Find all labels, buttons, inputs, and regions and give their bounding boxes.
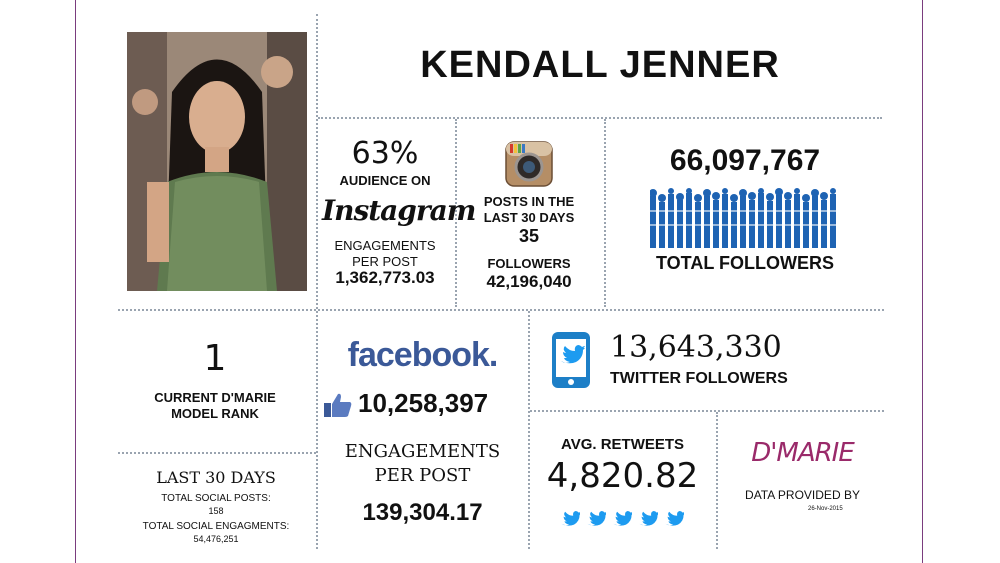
audience-percent: 63% — [351, 136, 419, 171]
model-rank-value: 1 — [203, 338, 227, 379]
divider — [604, 119, 606, 307]
model-rank-label: CURRENT D'MARIE MODEL RANK — [154, 390, 276, 421]
last30-heading: LAST 30 DAYS — [156, 468, 276, 487]
profile-photo — [127, 32, 307, 291]
divider — [455, 119, 457, 307]
last30-posts-value: 158 — [208, 506, 224, 516]
twitter-followers-label: TWITTER FOLLOWERS — [610, 370, 788, 387]
twitter-bird-icon — [665, 511, 684, 526]
data-date: 26-Nov-2015 — [808, 506, 843, 512]
instagram-logo: Instagram — [322, 194, 476, 227]
facebook-engagements-label: ENGAGEMENTS PER POST — [344, 441, 501, 486]
dmarie-logo: D'MARIE — [751, 438, 855, 468]
twitter-bird-icon — [561, 511, 580, 526]
audience-label: AUDIENCE ON — [339, 173, 431, 188]
twitter-bird-icon — [613, 511, 632, 526]
instagram-followers-value: 42,196,040 — [486, 272, 572, 291]
twitter-followers-value: 13,643,330 — [610, 330, 782, 365]
facebook-likes: 10,258,397 — [358, 388, 489, 418]
twitter-bird-icon — [587, 511, 606, 526]
avg-retweets-label: AVG. RETWEETS — [560, 436, 685, 453]
posts-label: POSTS IN THE LAST 30 DAYS — [483, 194, 575, 225]
divider — [118, 452, 316, 454]
twitter-bird-icon — [639, 511, 658, 526]
divider — [118, 309, 884, 311]
instagram-engagements-label: ENGAGEMENTS PER POST — [334, 238, 436, 269]
last30-engagements-value: 54,476,251 — [193, 534, 239, 544]
divider — [716, 412, 718, 549]
followers-crowd-icon — [649, 188, 840, 248]
posts-value: 35 — [518, 226, 540, 246]
last30-engagements-label: TOTAL SOCIAL ENGAGMENTS: — [142, 521, 290, 532]
frame-right-line — [922, 0, 923, 563]
divider — [316, 14, 318, 549]
facebook-logo: facebook. — [347, 336, 499, 374]
total-followers-label: TOTAL FOLLOWERS — [656, 253, 834, 273]
twitter-birds-row — [560, 511, 684, 529]
avg-retweets-value: 4,820.82 — [546, 456, 699, 496]
instagram-followers-label: FOLLOWERS — [487, 256, 571, 271]
facebook-engagements-value: 139,304.17 — [362, 499, 483, 526]
divider — [530, 410, 884, 412]
frame-left-line — [75, 0, 76, 563]
divider — [318, 117, 882, 119]
twitter-phone-icon — [551, 331, 591, 389]
page-title: KENDALL JENNER — [420, 44, 780, 86]
instagram-engagements-value: 1,362,773.03 — [335, 268, 435, 287]
instagram-icon — [505, 141, 553, 187]
data-provided-label: DATA PROVIDED BY — [745, 488, 860, 502]
last30-posts-label: TOTAL SOCIAL POSTS: — [161, 493, 271, 504]
thumbs-up-icon — [323, 392, 353, 418]
total-followers-value: 66,097,767 — [669, 144, 821, 177]
divider — [528, 311, 530, 549]
